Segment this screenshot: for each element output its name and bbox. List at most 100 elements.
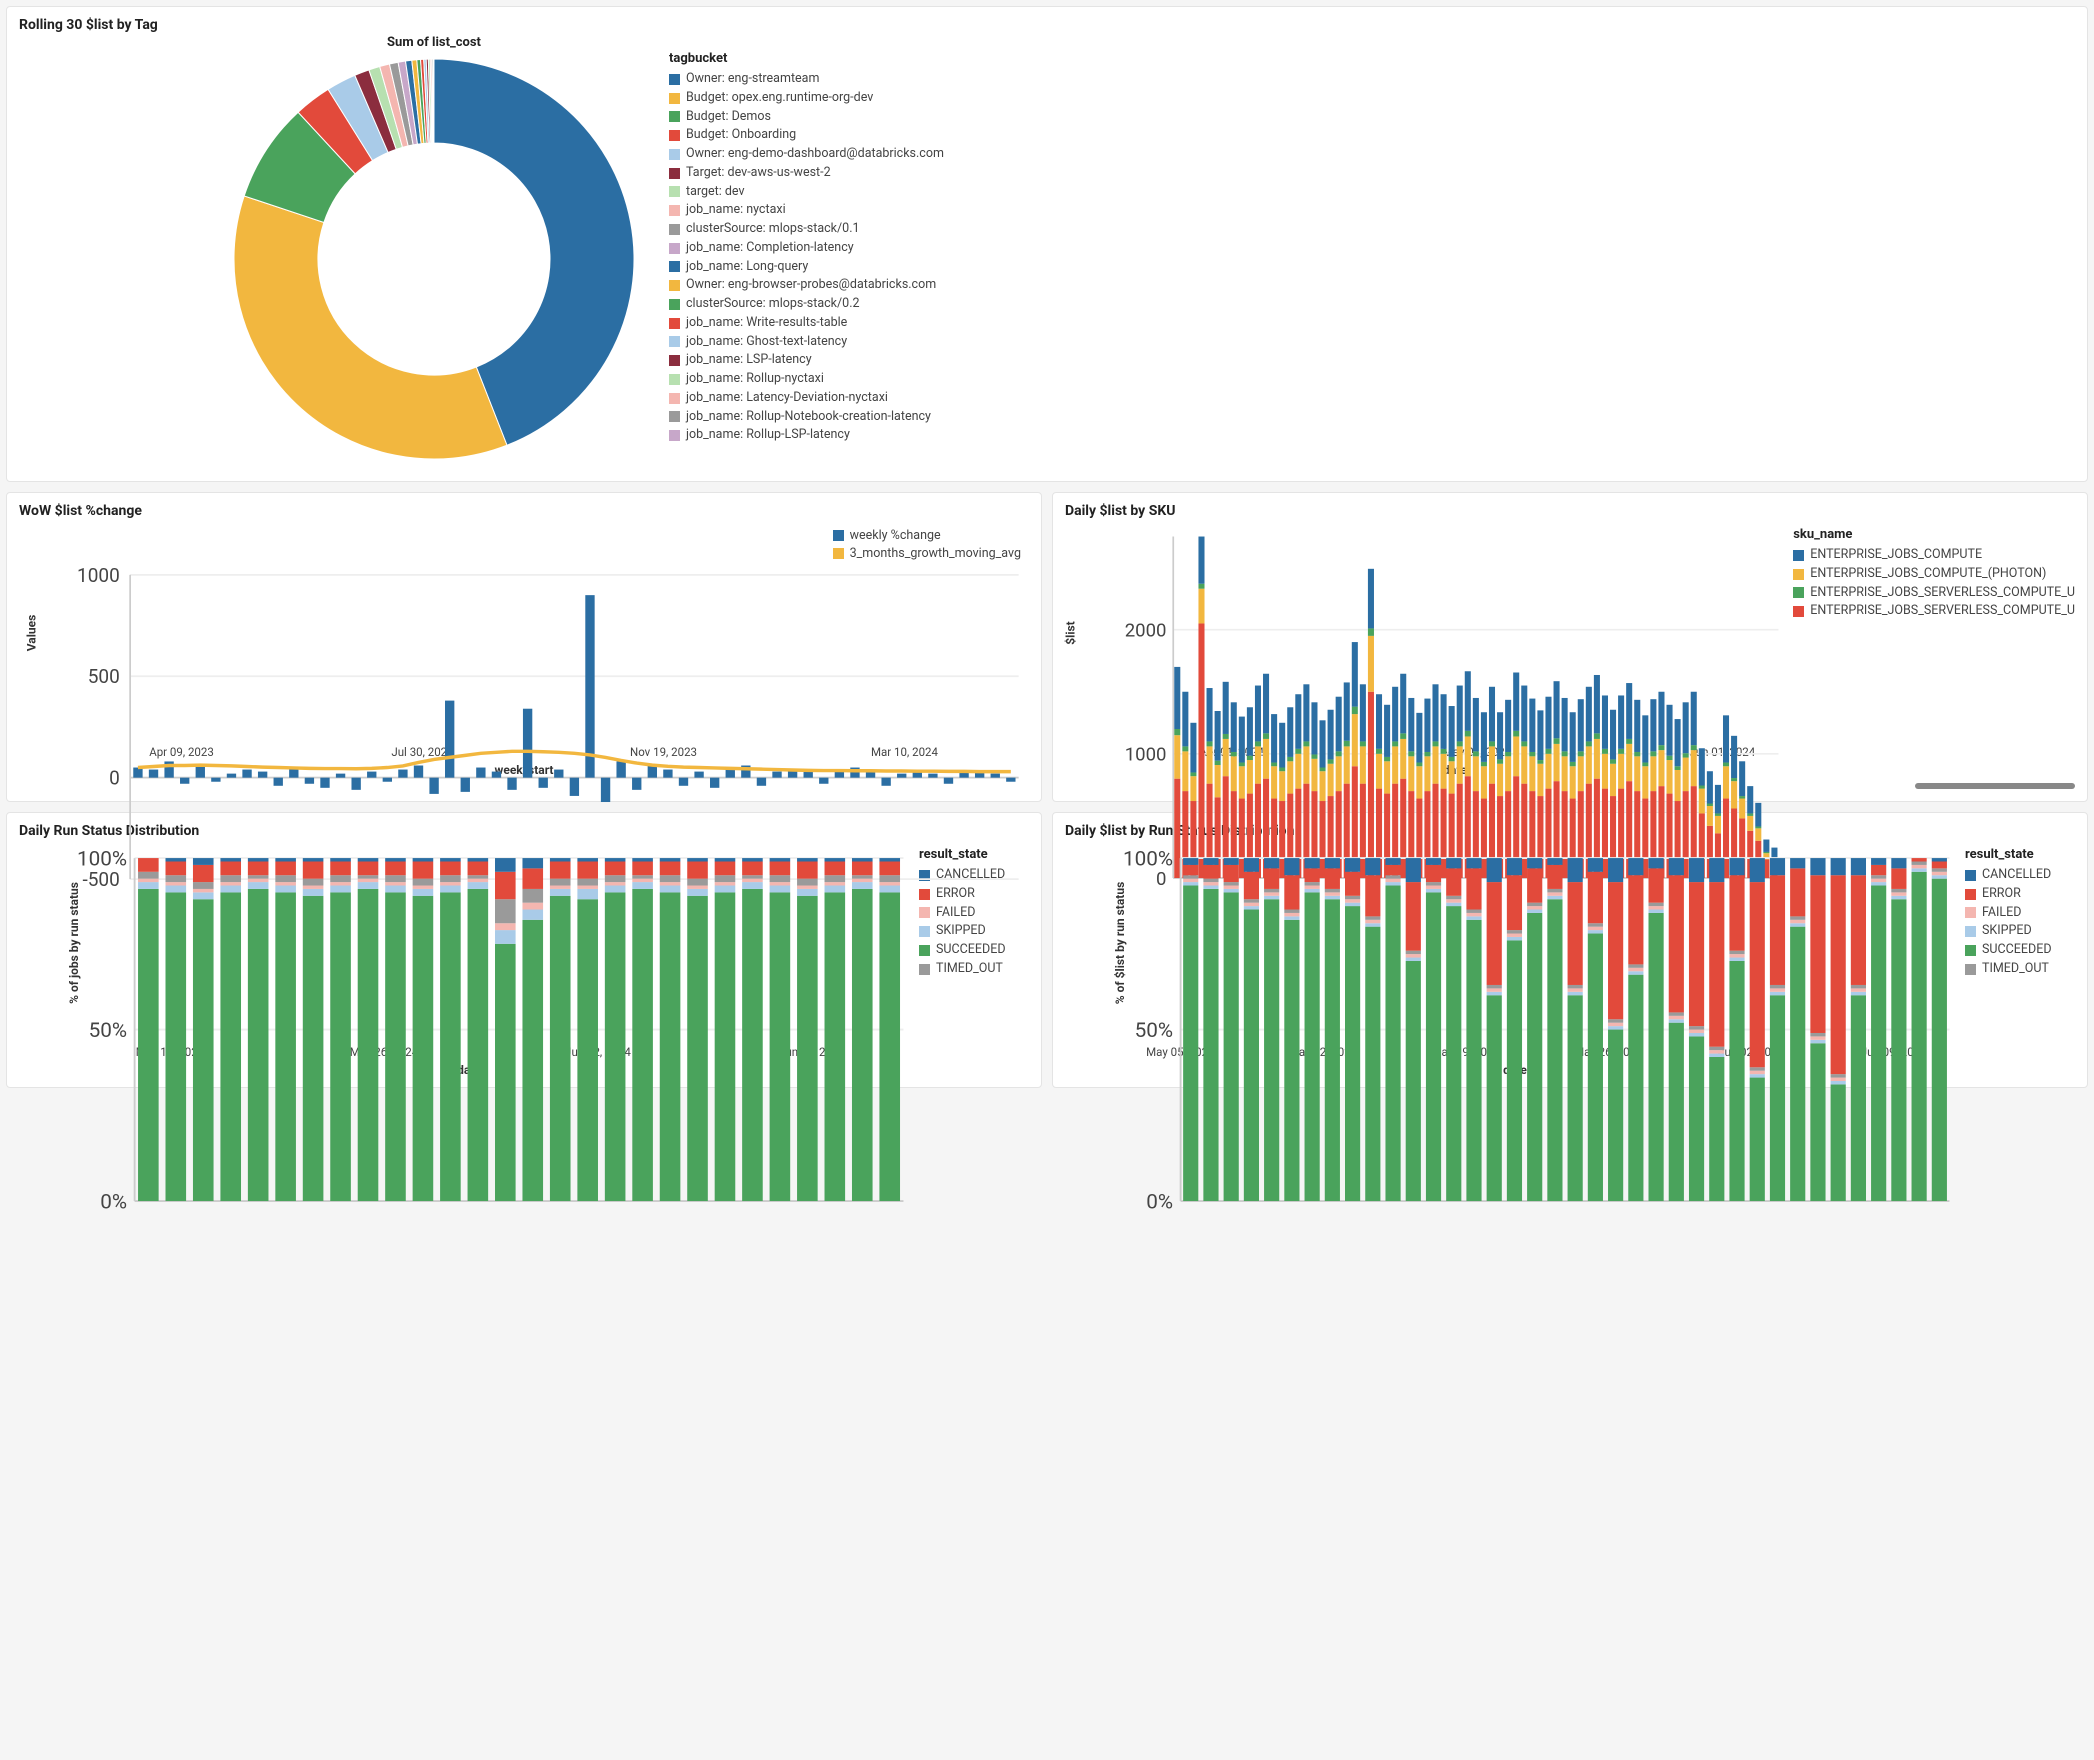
sku-legend-item[interactable]: ENTERPRISE_JOBS_COMPUTE_(PHOTON) [1793,565,2075,584]
legend-label: Budget: Onboarding [686,126,796,145]
svg-text:50%: 50% [1135,1019,1173,1043]
legend-swatch [669,243,680,254]
legend-label: job_name: LSP-latency [686,351,812,370]
wow-chart[interactable]: weekly %change3_months_growth_moving_avg… [19,523,1029,743]
wow-legend-item[interactable]: 3_months_growth_moving_avg [833,545,1021,563]
donut-legend-item[interactable]: job_name: Rollup-nyctaxi [669,370,2075,389]
legend-swatch [833,548,844,559]
donut-legend-item[interactable]: Owner: eng-streamteam [669,70,2075,89]
legend-swatch [669,299,680,310]
donut-legend-item[interactable]: clusterSource: mlops-stack/0.1 [669,220,2075,239]
list-status-legend-item[interactable]: CANCELLED [1965,866,2075,885]
donut-legend-item[interactable]: job_name: Rollup-LSP-latency [669,426,2075,445]
legend-swatch [669,336,680,347]
svg-text:100%: 100% [77,848,127,872]
list-status-chart[interactable]: % of $list by run status 0%50%100% [1065,843,1957,1043]
legend-label: clusterSource: mlops-stack/0.1 [686,220,860,239]
run-status-legend-item[interactable]: FAILED [919,904,1029,923]
run-status-chart[interactable]: % of jobs by run status 0%50%100% [19,843,911,1043]
svg-text:0: 0 [109,767,120,790]
list-status-legend-item[interactable]: SUCCEEDED [1965,941,2075,960]
legend-label: job_name: Long-query [686,258,808,277]
legend-label: 3_months_growth_moving_avg [850,545,1021,563]
legend-title: sku_name [1793,527,2075,542]
legend-swatch [1965,889,1976,900]
legend-swatch [1965,964,1976,975]
sku-legend-item[interactable]: ENTERPRISE_JOBS_COMPUTE [1793,546,2075,565]
wow-legend-item[interactable]: weekly %change [833,527,1021,545]
list-status-legend-item[interactable]: ERROR [1965,885,2075,904]
donut-chart[interactable]: Sum of list_cost [219,37,649,471]
legend-label: job_name: Latency-Deviation-nyctaxi [686,389,888,408]
sku-chart[interactable]: $list 010002000 [1065,523,1785,743]
legend-swatch [669,318,680,329]
legend-label: FAILED [1982,904,2021,923]
donut-legend-item[interactable]: target: dev [669,183,2075,202]
horizontal-scrollbar[interactable] [1915,783,2075,789]
donut-legend-item[interactable]: job_name: Completion-latency [669,239,2075,258]
legend-swatch [1965,907,1976,918]
legend-swatch [1793,587,1804,598]
run-status-legend-item[interactable]: TIMED_OUT [919,960,1029,979]
legend-swatch [1793,606,1804,617]
legend-swatch [669,186,680,197]
donut-legend-item[interactable]: job_name: nyctaxi [669,201,2075,220]
donut-legend: tagbucket Owner: eng-streamteamBudget: o… [669,37,2075,445]
run-status-legend-item[interactable]: SUCCEEDED [919,941,1029,960]
legend-label: ENTERPRISE_JOBS_COMPUTE [1810,546,1982,565]
legend-swatch [1965,945,1976,956]
legend-swatch [669,111,680,122]
donut-legend-item[interactable]: job_name: LSP-latency [669,351,2075,370]
list-status-legend-item[interactable]: FAILED [1965,904,2075,923]
donut-legend-item[interactable]: job_name: Rollup-Notebook-creation-laten… [669,408,2075,427]
legend-swatch [1793,569,1804,580]
legend-swatch [669,74,680,85]
sku-legend-item[interactable]: ENTERPRISE_JOBS_SERVERLESS_COMPUTE_U [1793,584,2075,603]
legend-swatch [669,411,680,422]
list-status-legend-item[interactable]: TIMED_OUT [1965,960,2075,979]
svg-text:2000: 2000 [1125,619,1167,641]
legend-label: SUCCEEDED [1982,941,2052,960]
donut-legend-item[interactable]: Owner: eng-browser-probes@databricks.com [669,276,2075,295]
donut-legend-item[interactable]: Owner: eng-demo-dashboard@databricks.com [669,145,2075,164]
legend-label: job_name: Rollup-nyctaxi [686,370,824,389]
legend-label: SKIPPED [936,922,986,941]
donut-legend-item[interactable]: Budget: Demos [669,108,2075,127]
legend-label: Owner: eng-browser-probes@databricks.com [686,276,936,295]
legend-label: SUCCEEDED [936,941,1006,960]
rolling-30-by-tag-card: Rolling 30 $list by Tag Sum of list_cost… [6,6,2088,482]
legend-label: CANCELLED [1982,866,2051,885]
donut-legend-item[interactable]: Budget: opex.eng.runtime-org-dev [669,89,2075,108]
sku-legend-item[interactable]: ENTERPRISE_JOBS_SERVERLESS_COMPUTE_U [1793,602,2075,621]
y-axis-label: % of $list by run status [1113,882,1127,1004]
run-status-legend-item[interactable]: SKIPPED [919,922,1029,941]
svg-text:0%: 0% [100,1191,127,1215]
sku-legend: sku_name ENTERPRISE_JOBS_COMPUTEENTERPRI… [1793,523,2075,743]
list-status-legend-item[interactable]: SKIPPED [1965,922,2075,941]
donut-legend-item[interactable]: Budget: Onboarding [669,126,2075,145]
donut-legend-item[interactable]: job_name: Ghost-text-latency [669,333,2075,352]
legend-label: FAILED [936,904,975,923]
donut-legend-item[interactable]: job_name: Long-query [669,258,2075,277]
legend-swatch [919,945,930,956]
svg-text:100%: 100% [1123,848,1173,872]
legend-label: Budget: Demos [686,108,771,127]
donut-legend-item[interactable]: clusterSource: mlops-stack/0.2 [669,295,2075,314]
legend-swatch [669,374,680,385]
legend-swatch [669,393,680,404]
y-axis-label: % of jobs by run status [67,882,81,1004]
donut-legend-item[interactable]: job_name: Latency-Deviation-nyctaxi [669,389,2075,408]
svg-text:1000: 1000 [77,564,120,587]
legend-label: TIMED_OUT [1982,960,2049,979]
legend-label: job_name: Rollup-LSP-latency [686,426,850,445]
donut-caption: Sum of list_cost [387,35,481,50]
legend-swatch [669,430,680,441]
legend-swatch [669,224,680,235]
legend-label: Owner: eng-streamteam [686,70,819,89]
card-title: Rolling 30 $list by Tag [19,17,2075,33]
svg-text:500: 500 [88,665,120,688]
donut-legend-item[interactable]: Target: dev-aws-us-west-2 [669,164,2075,183]
donut-legend-item[interactable]: job_name: Write-results-table [669,314,2075,333]
legend-swatch [669,93,680,104]
legend-label: ENTERPRISE_JOBS_SERVERLESS_COMPUTE_U [1810,602,2075,621]
